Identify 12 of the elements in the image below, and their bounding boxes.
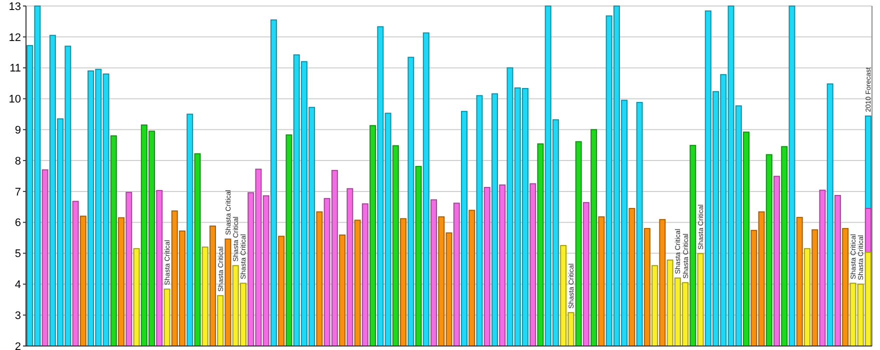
y-tick-label: 10 [8, 94, 21, 106]
y-tick-label: 11 [10, 62, 21, 75]
y-tick-label: 7 [14, 186, 21, 198]
y-tick-label: 13 [8, 0, 21, 13]
y-tick-label: 6 [14, 217, 21, 230]
y-tick-label: 2 [14, 340, 21, 350]
y-tick-label: 9 [14, 124, 21, 136]
y-tick-label: 5 [14, 248, 21, 260]
y-tick-label: 4 [14, 279, 21, 292]
y-tick-label: 8 [14, 155, 21, 168]
y-tick-label: 12 [8, 32, 21, 44]
y-tick-label: 3 [14, 310, 21, 322]
